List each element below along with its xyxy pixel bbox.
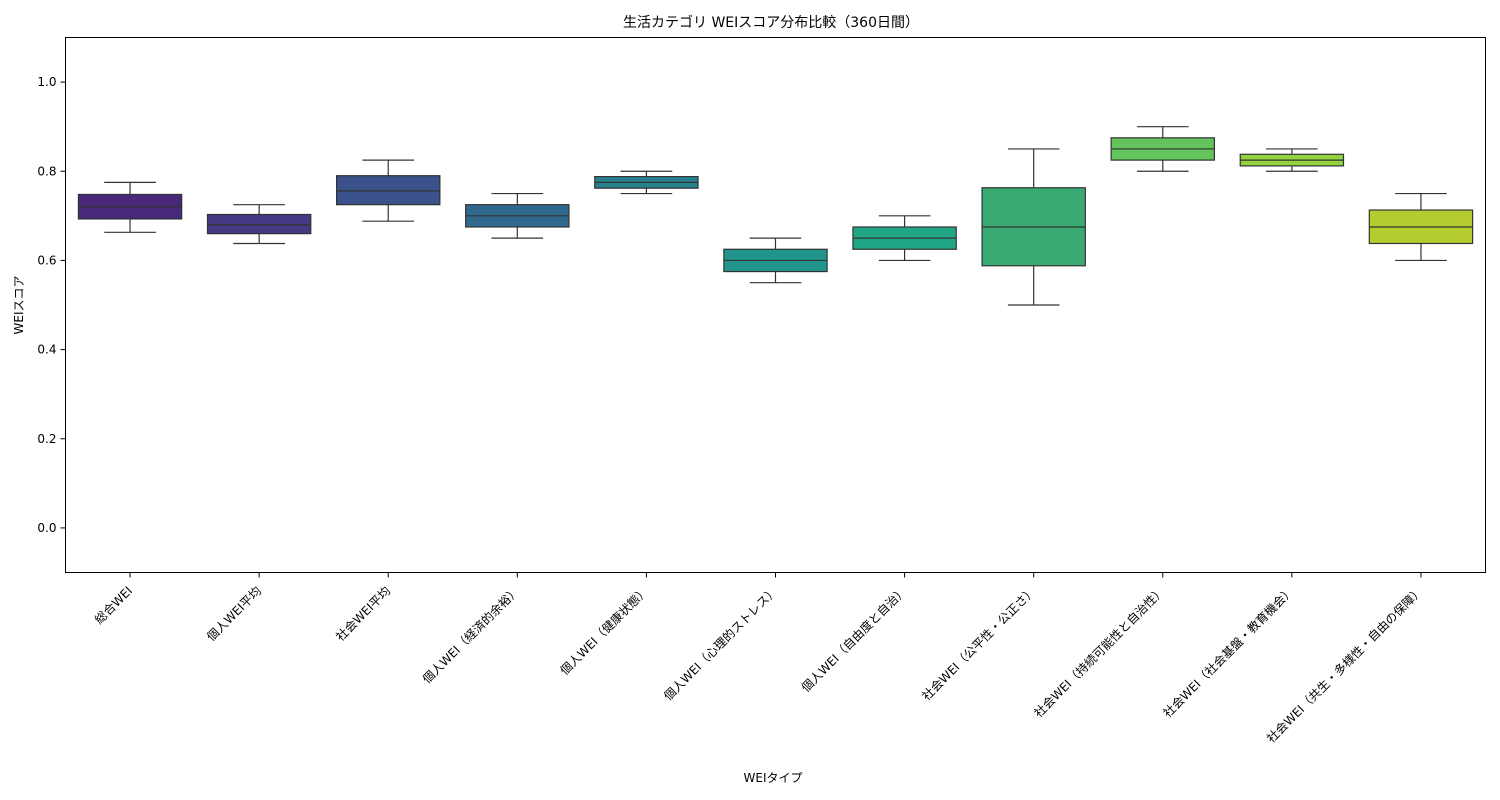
x-tick-label: 個人WEI（健康状態） [557, 583, 652, 678]
x-tick-label: 個人WEI（心理的ストレス） [660, 583, 780, 703]
y-tick-label: 0.6 [37, 253, 56, 267]
box-body [335, 175, 441, 206]
x-tick-label: 社会WEI（共生・多様性・自由の保障） [1263, 583, 1426, 746]
box-3 [465, 192, 570, 239]
y-axis-label: WEIスコア [12, 276, 26, 335]
box-0 [77, 181, 183, 233]
box-4 [594, 170, 699, 195]
box-6 [852, 215, 957, 262]
x-tick-label: 個人WEI平均 [204, 584, 264, 644]
y-tick-label: 0.8 [37, 164, 56, 178]
x-tick-label: 社会WEI（社会基盤・教育機会） [1160, 583, 1297, 720]
box-5 [723, 237, 828, 284]
x-tick-label: 社会WEI（公平性・公正さ） [919, 583, 1039, 703]
x-tick-label: 社会WEI（持続可能性と自治性） [1031, 583, 1168, 720]
x-tick-label: 個人WEI（経済的余裕） [419, 583, 522, 686]
plot-frame [65, 37, 1486, 573]
x-tick-label: 総合WEI [91, 583, 135, 627]
box-body [206, 213, 312, 235]
x-axis: 総合WEI 個人WEI平均 社会WEI平均 個人WEI（経済的余裕） 個人WEI（健康状… [91, 572, 1426, 746]
box-1 [206, 204, 312, 245]
box-9 [1239, 148, 1345, 172]
y-axis: 0.0 0.2 0.4 0.6 0.8 1.0 [37, 75, 66, 535]
plot-area [77, 126, 1474, 306]
y-tick-label: 0.2 [37, 432, 56, 446]
box-2 [335, 159, 441, 222]
x-tick-label: 社会WEI平均 [333, 583, 394, 644]
x-axis-label: WEIタイプ [744, 771, 803, 785]
chart-title: 生活カテゴリ WEIスコア分布比較（360日間） [623, 14, 919, 31]
y-tick-label: 1.0 [37, 75, 56, 89]
box-7 [981, 148, 1086, 306]
y-tick-label: 0.0 [37, 521, 56, 535]
x-tick-label: 個人WEI（自由度と自治） [798, 583, 910, 695]
box-10 [1368, 192, 1474, 262]
y-tick-label: 0.4 [37, 343, 56, 357]
box-8 [1110, 126, 1216, 172]
